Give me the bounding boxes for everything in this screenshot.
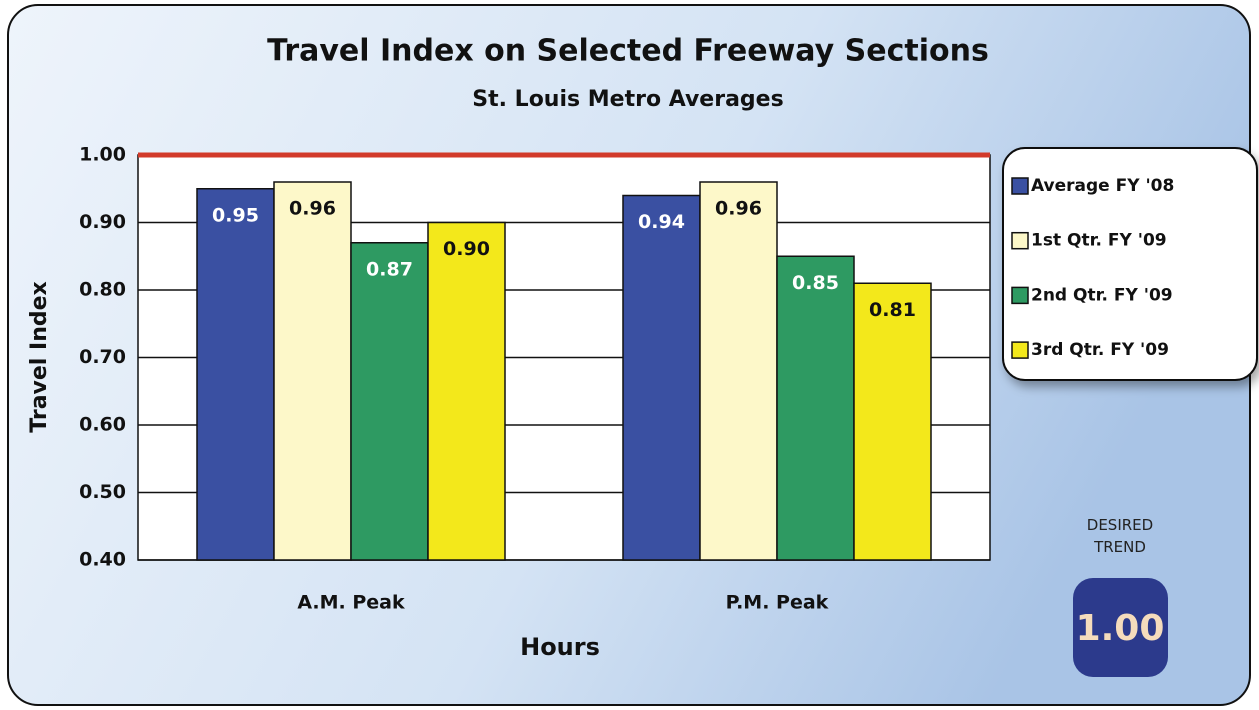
legend-label: 2nd Qtr. FY '09 xyxy=(1031,285,1173,305)
data-label: 0.95 xyxy=(212,204,259,226)
y-tick-label: 0.50 xyxy=(79,481,126,503)
data-label: 0.94 xyxy=(638,211,685,233)
legend xyxy=(1002,147,1258,381)
data-label: 0.96 xyxy=(289,198,336,220)
legend-swatch xyxy=(1011,286,1029,305)
y-tick-label: 0.90 xyxy=(79,211,126,233)
bar xyxy=(776,255,855,561)
target-text: DESIRED TREND xyxy=(1087,516,1153,556)
target-label: 1.00 xyxy=(1076,608,1165,649)
legend-label: Average FY '08 xyxy=(1031,176,1174,196)
bar xyxy=(196,188,275,561)
bar xyxy=(273,181,352,561)
data-label: 0.96 xyxy=(715,198,762,220)
legend-swatch xyxy=(1011,341,1029,359)
legend-label: 3rd Qtr. FY '09 xyxy=(1031,340,1169,360)
data-label: 0.87 xyxy=(366,258,413,280)
y-tick-label: 0.40 xyxy=(79,549,126,571)
bar xyxy=(622,194,701,561)
legend-swatch xyxy=(1011,177,1029,195)
target-badge xyxy=(1073,578,1168,677)
chart-title: Travel Index on Selected Freeway Section… xyxy=(267,34,989,69)
y-tick-label: 0.70 xyxy=(79,346,126,368)
bar xyxy=(350,242,429,561)
bar xyxy=(853,282,932,561)
data-label: 0.81 xyxy=(869,299,916,321)
bar xyxy=(427,221,506,561)
x-tick-label: P.M. Peak xyxy=(726,592,829,614)
y-tick-label: 0.60 xyxy=(79,414,126,436)
legend-label: 1st Qtr. FY '09 xyxy=(1031,231,1167,251)
bar xyxy=(699,181,778,561)
data-label: 0.90 xyxy=(443,238,490,260)
x-tick-label: A.M. Peak xyxy=(297,592,405,614)
y-axis-title: Travel Index xyxy=(27,281,52,432)
legend-swatch xyxy=(1011,231,1029,250)
y-tick-label: 0.80 xyxy=(79,279,126,301)
y-tick-label: 1.00 xyxy=(79,144,126,166)
x-axis-title: Hours xyxy=(520,633,600,661)
chart-subtitle: St. Louis Metro Averages xyxy=(472,87,783,112)
data-label: 0.85 xyxy=(792,272,839,294)
